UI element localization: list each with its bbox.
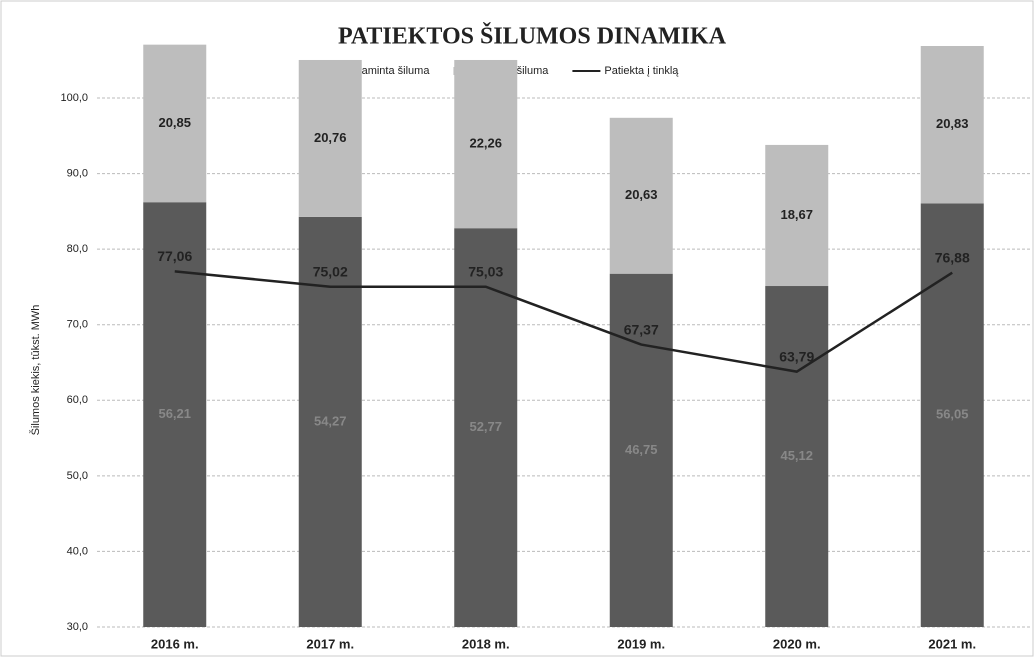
data-label: 76,88 [935,249,970,265]
line [174,270,953,373]
bar-segment [920,46,984,204]
x-tick-label: 2019 m. [617,636,665,651]
x-tick-label: 2021 m. [928,636,976,651]
data-label: 20,85 [158,115,191,130]
x-tick-label: 2016 m. [151,636,199,651]
x-tick-label: 2020 m. [773,636,821,651]
data-label: 20,76 [314,130,347,145]
y-tick-label: 40,0 [67,545,88,557]
data-label: 46,75 [625,442,658,457]
bar-segment [143,44,207,203]
data-label: 63,79 [779,348,814,364]
y-tick-label: 100,0 [60,92,88,104]
y-tick-label: 60,0 [67,394,88,406]
data-label: 20,63 [625,187,658,202]
y-tick-label: 30,0 [67,621,88,633]
bar-segment [298,59,362,217]
data-label: 75,03 [468,263,503,279]
y-tick-label: 50,0 [67,470,88,482]
data-label: 54,27 [314,413,347,428]
chart-title: PATIEKTOS ŠILUMOS DINAMIKA [338,23,727,50]
data-label: 56,05 [936,407,969,422]
legend-label: Patiekta į tinklą [604,65,679,77]
data-label: 52,77 [469,419,502,434]
data-label: 45,12 [780,448,813,463]
data-label: 56,21 [158,406,191,421]
data-label: 22,26 [469,136,502,151]
bar-segment [609,273,673,627]
y-tick-label: 90,0 [67,167,88,179]
data-label: 67,37 [624,321,659,337]
bar-segment [765,286,829,627]
y-tick-label: 70,0 [67,319,88,331]
bar-segment [454,59,518,229]
x-tick-label: 2018 m. [462,636,510,651]
bar-segment [765,144,829,287]
x-tick-label: 2017 m. [306,636,354,651]
data-label: 20,83 [936,116,969,131]
data-label: 77,06 [157,248,192,264]
data-label: 75,02 [313,263,348,279]
bar-segment [609,117,673,274]
data-label: 18,67 [780,207,813,222]
y-axis-label: Šilumos kiekis, tūkst. MWh [29,305,42,436]
y-tick-label: 80,0 [67,243,88,255]
legend-label: Pagaminta šiluma [342,65,430,77]
